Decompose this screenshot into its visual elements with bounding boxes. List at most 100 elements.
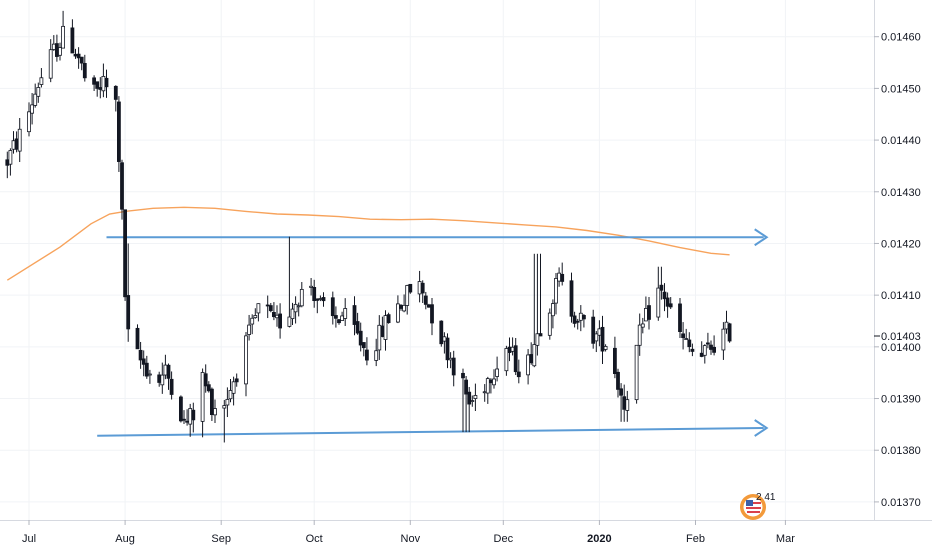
candle-body — [386, 314, 391, 324]
candle-body — [340, 315, 345, 321]
channel-line-3 — [97, 427, 764, 437]
candle — [597, 320, 602, 347]
candle — [135, 324, 140, 350]
candle — [271, 302, 276, 321]
candle-body — [554, 278, 558, 304]
candle — [668, 297, 673, 310]
time-axis[interactable]: Jul Aug Sep Oct Nov Dec 2020 Feb Mar — [22, 520, 795, 545]
candle — [485, 376, 490, 404]
candle-body — [439, 320, 444, 345]
candle-body — [619, 388, 623, 396]
candle-body — [247, 324, 252, 335]
candle-body — [228, 390, 233, 400]
x-tick-label: Mar — [776, 533, 795, 545]
candle-body — [157, 374, 162, 383]
x-tick-label: Dec — [494, 533, 514, 545]
candle-body — [532, 344, 537, 367]
candle — [82, 54, 87, 82]
candle — [343, 298, 348, 326]
candle — [321, 292, 326, 307]
candle — [430, 297, 434, 336]
candle-body — [600, 326, 605, 352]
x-tick-label: Feb — [686, 533, 705, 545]
candle-body — [684, 338, 689, 340]
price-axis[interactable]: 0.01460 0.01450 0.01440 0.01430 0.01420 0.014… — [874, 32, 921, 509]
candle — [92, 75, 96, 91]
candle — [340, 311, 345, 321]
candle — [185, 409, 190, 426]
candle-body — [383, 315, 388, 340]
candle-body — [123, 209, 127, 298]
candle-body — [244, 335, 248, 385]
x-tick-label: Sep — [211, 533, 231, 545]
candle-body — [417, 281, 422, 295]
candle-body — [492, 378, 496, 386]
candle — [5, 151, 10, 179]
candle-body — [702, 345, 707, 356]
candle-body — [569, 280, 574, 317]
y-tick-label: 0.01370 — [881, 497, 921, 509]
candle — [293, 296, 298, 324]
candle-body — [724, 321, 729, 330]
candle — [594, 331, 599, 353]
x-tick-label: Nov — [401, 533, 421, 545]
candle — [640, 317, 645, 334]
y-tick-label: 0.01390 — [881, 394, 921, 406]
candle — [504, 345, 509, 376]
candle-body — [256, 303, 261, 314]
candle-body — [473, 395, 478, 399]
y-tick-label: 0.01410 — [881, 290, 921, 302]
candle — [358, 322, 363, 352]
candle — [582, 314, 586, 328]
candle — [39, 68, 44, 88]
candle — [529, 342, 534, 365]
candle-body — [712, 346, 716, 353]
candle — [95, 81, 100, 97]
candle-body — [442, 336, 447, 342]
candle — [330, 291, 335, 325]
candle-body — [79, 56, 84, 64]
candle — [578, 305, 583, 332]
candle — [709, 340, 713, 355]
flag-stripe-3 — [747, 511, 760, 513]
candle-body — [82, 62, 87, 79]
candle-body — [61, 25, 65, 49]
candle — [48, 39, 53, 83]
badge[interactable]: 2 41 — [740, 492, 776, 520]
last-price-marker: 0.01403 — [874, 331, 921, 343]
candle — [712, 335, 716, 356]
candle-body — [464, 379, 469, 395]
candle-body — [144, 362, 149, 377]
candle-body — [656, 287, 661, 318]
candle-body — [423, 295, 428, 305]
candle-body — [451, 357, 456, 376]
candle — [299, 282, 304, 308]
candle-body — [73, 53, 78, 57]
candle-body — [231, 381, 236, 394]
candle — [361, 342, 366, 357]
candle-body — [681, 333, 685, 339]
candle — [374, 338, 379, 367]
candle — [495, 356, 500, 382]
candle-body — [14, 138, 19, 150]
candle — [656, 266, 661, 321]
candle-body — [343, 308, 348, 319]
x-tick-label: Jul — [22, 533, 36, 545]
candle — [423, 291, 428, 310]
candle — [8, 148, 13, 176]
candle-body — [578, 312, 583, 321]
candle-body — [225, 399, 230, 406]
candle — [278, 303, 283, 339]
candle-body — [374, 350, 379, 361]
candle-body — [560, 273, 565, 282]
candle-body — [315, 298, 320, 301]
candle — [30, 93, 35, 125]
candle-body — [27, 111, 31, 133]
candle-body — [727, 323, 732, 342]
candle — [377, 315, 382, 360]
candle — [625, 390, 630, 422]
candle — [178, 395, 183, 423]
candle — [234, 373, 239, 387]
candle-body — [516, 371, 521, 378]
